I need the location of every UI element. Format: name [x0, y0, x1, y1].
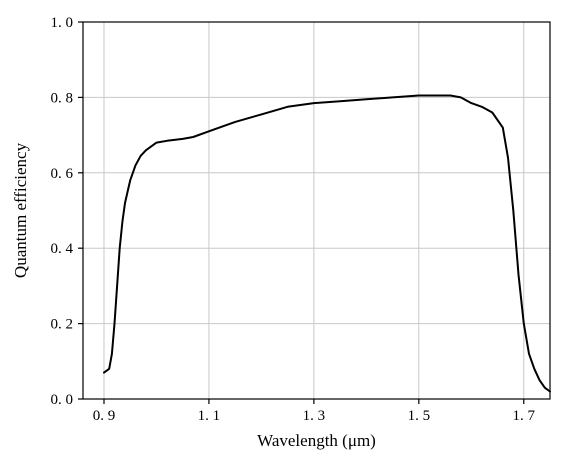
y-tick-label: 0. 8	[51, 90, 74, 106]
tick-labels: 0. 9 1. 1 1. 3 1. 5 1. 7 0. 0 0. 2 0. 4 0. 6 0. 8…	[51, 15, 536, 424]
x-tick-label: 0. 9	[93, 408, 116, 424]
x-tick-label: 1. 3	[303, 408, 326, 424]
x-tick-label: 1. 1	[198, 408, 221, 424]
y-tick-label: 1. 0	[51, 15, 74, 31]
series-layer	[103, 94, 551, 393]
axis-ticks	[78, 21, 525, 404]
y-tick-label: 0. 4	[51, 241, 74, 257]
series-line	[103, 94, 551, 393]
y-tick-label: 0. 0	[51, 392, 74, 408]
x-axis-title: Wavelength (μm)	[257, 431, 376, 450]
x-tick-label: 1. 5	[408, 408, 431, 424]
y-tick-label: 0. 2	[51, 317, 74, 333]
x-tick-label: 1. 7	[513, 408, 536, 424]
y-axis-title: Quantum efficiency	[11, 142, 30, 278]
y-tick-label: 0. 6	[51, 166, 74, 182]
gridlines	[83, 22, 550, 399]
plot-frame	[82, 21, 551, 400]
